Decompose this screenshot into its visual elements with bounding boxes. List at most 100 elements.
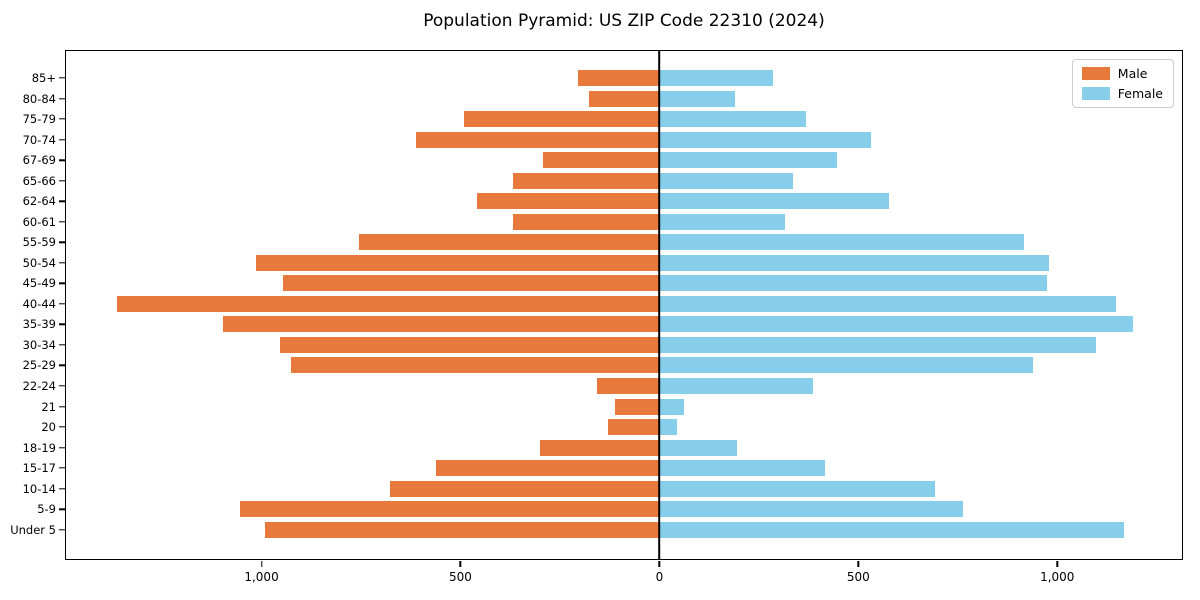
y-axis-tick (58, 508, 65, 510)
female-bar (659, 357, 1034, 374)
female-bar (659, 70, 773, 86)
y-axis-tick (58, 467, 65, 469)
female-bar (659, 521, 1125, 538)
pyramid-row-25-29: 25-29 (23, 357, 1182, 374)
male-bar (283, 275, 660, 292)
male-color-swatch (1081, 67, 1110, 80)
pyramid-row-60-61: 60-61 (23, 213, 1182, 230)
male-bar (588, 90, 660, 107)
y-axis-label: 30-34 (22, 337, 56, 352)
male-bar (476, 193, 660, 210)
female-bar (659, 172, 794, 189)
legend-item-female: Female (1081, 87, 1163, 100)
y-axis-tick (58, 241, 65, 243)
y-axis-label: 50-54 (22, 255, 56, 270)
y-axis-tick (58, 364, 65, 367)
female-bar (659, 90, 735, 107)
pyramid-row-75-79: 75-79 (23, 111, 1182, 128)
female-bar (659, 131, 872, 148)
pyramid-row-40-44: 40-44 (23, 295, 1182, 312)
male-bar (435, 460, 660, 477)
y-axis-tick (58, 405, 65, 408)
pyramid-row-15-17: 15-17 (23, 460, 1182, 477)
y-axis-tick (58, 487, 65, 490)
y-axis-tick (58, 262, 65, 264)
y-axis-label: 67-69 (22, 153, 56, 168)
pyramid-row-65-66: 65-66 (23, 172, 1182, 189)
pyramid-row-5-9: 5-9 (37, 501, 1182, 518)
y-axis-label: 18-19 (22, 440, 56, 455)
y-axis-tick (58, 323, 65, 326)
male-bar (358, 234, 660, 251)
y-axis-label: 5-9 (37, 502, 56, 517)
pyramid-row-21: 21 (41, 398, 1182, 415)
legend-item-male: Male (1081, 66, 1163, 81)
pyramid-row-55-59: 55-59 (23, 234, 1182, 251)
pyramid-row-45-49: 45-49 (23, 275, 1182, 292)
y-axis-label: 45-49 (22, 276, 56, 291)
female-bar (659, 275, 1047, 292)
y-axis-label: 65-66 (22, 173, 56, 188)
pyramid-row-50-54: 50-54 (23, 254, 1182, 271)
male-bar (116, 295, 660, 312)
male-bar (615, 398, 660, 415)
y-axis-label: 40-44 (22, 296, 56, 311)
pyramid-row-under-5: Under 5 (10, 521, 1182, 538)
female-bar (659, 439, 738, 456)
x-axis-tick (459, 561, 462, 567)
pyramid-row-35-39: 35-39 (23, 316, 1182, 333)
y-axis-tick (58, 138, 65, 141)
male-bar (256, 254, 660, 271)
y-axis-tick (58, 97, 65, 100)
y-axis-tick (58, 159, 65, 161)
female-bar (659, 295, 1117, 312)
y-axis-label: 21 (41, 399, 56, 414)
male-bar (540, 439, 660, 456)
x-axis-tick (1056, 561, 1058, 567)
y-axis-label: 70-74 (22, 132, 56, 147)
bar-rows: 85+ 80-84 75-79 70-74 67-69 65-66 62-64 60-61 55… (10, 51, 1182, 559)
y-axis-label: 22-24 (22, 378, 56, 393)
y-axis-label: 15-17 (22, 461, 56, 476)
y-axis-label: 60-61 (22, 214, 56, 229)
pyramid-row-62-64: 62-64 (23, 193, 1182, 210)
female-color-swatch (1081, 87, 1110, 100)
male-bar (513, 213, 660, 230)
y-axis-tick (58, 179, 65, 182)
female-bar (659, 419, 678, 436)
x-axis-ticks: 1,000 500 0 500 1,000 (65, 560, 1183, 590)
male-bar (279, 336, 660, 353)
pyramid-row-80-84: 80-84 (23, 90, 1182, 107)
legend-male-label: Male (1117, 66, 1148, 81)
male-bar (416, 131, 660, 148)
y-axis-tick (58, 426, 65, 428)
pyramid-row-22-24: 22-24 (23, 377, 1182, 394)
x-axis-tick (260, 561, 263, 567)
y-axis-tick (58, 282, 65, 285)
male-bar (222, 316, 660, 333)
y-axis-label: 25-29 (22, 358, 56, 373)
chart-title: Population Pyramid: US ZIP Code 22310 (2… (423, 11, 825, 31)
y-axis-tick (58, 528, 65, 531)
x-axis-tick-label: 1,000 (1040, 570, 1075, 584)
y-axis-tick (58, 446, 65, 449)
female-bar (659, 501, 964, 518)
y-axis-label: 80-84 (22, 91, 56, 106)
y-axis-tick (58, 221, 65, 223)
male-bar (463, 111, 660, 128)
pyramid-row-18-19: 18-19 (23, 439, 1182, 456)
y-axis-label: Under 5 (10, 522, 56, 537)
y-axis-tick (58, 77, 65, 79)
female-bar (659, 193, 889, 210)
y-axis-label: 62-64 (22, 194, 56, 209)
pyramid-row-67-69: 67-69 (23, 152, 1182, 169)
x-axis-tick-label: 500 (846, 570, 870, 584)
female-bar (659, 152, 837, 169)
female-bar (659, 111, 807, 128)
x-axis-tick-label: 0 (655, 570, 664, 584)
male-bar (577, 70, 660, 86)
y-axis-label: 20 (41, 420, 56, 435)
legend: Male Female (1071, 59, 1174, 108)
y-axis-label: 85+ (31, 71, 56, 85)
